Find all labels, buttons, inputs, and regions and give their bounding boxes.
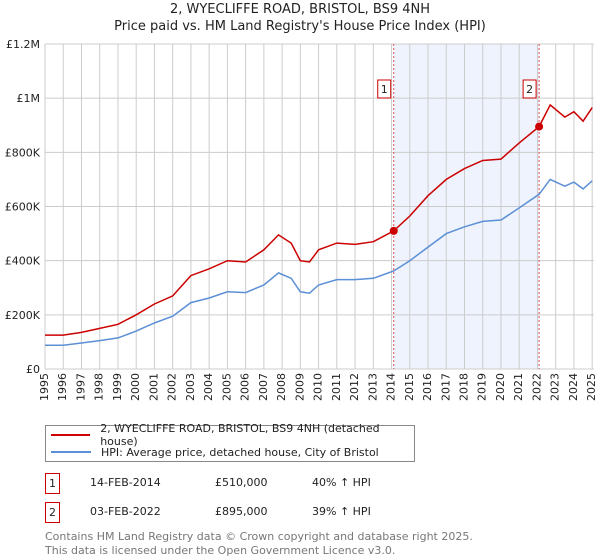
legend-label-property: 2, WYECLIFFE ROAD, BRISTOL, BS9 4NH (det… [100, 422, 380, 448]
x-tick-label: 2002 [166, 373, 179, 401]
x-tick-label: 1999 [111, 373, 124, 401]
x-tick-label: 2024 [567, 373, 580, 401]
x-tick-label: 1996 [56, 373, 69, 401]
sale-label: 1 [381, 83, 388, 96]
x-tick-label: 2011 [330, 373, 343, 401]
x-tick-label: 2021 [512, 373, 525, 401]
x-tick-label: 2013 [366, 373, 379, 401]
y-tick-label: £400K [5, 255, 41, 268]
sale-label-box [377, 79, 392, 99]
sale-hpi: 39% ↑ HPI [312, 505, 371, 518]
sale-row-2: 2 03-FEB-2022 £895,000 39% ↑ HPI [45, 502, 445, 524]
x-tick-label: 1995 [38, 373, 51, 401]
y-tick-label: £800K [5, 146, 41, 159]
legend-line-hpi [51, 451, 91, 453]
x-tick-label: 1997 [74, 373, 87, 401]
footer: Contains HM Land Registry data © Crown c… [45, 530, 473, 558]
x-tick-label: 2018 [458, 373, 471, 401]
x-tick-label: 2003 [184, 373, 197, 401]
legend-line-property [51, 434, 91, 436]
x-tick-label: 2017 [439, 373, 452, 401]
sale-price: £510,000 [215, 476, 268, 489]
x-tick-label: 2009 [293, 373, 306, 401]
sale-row-1: 1 14-FEB-2014 £510,000 40% ↑ HPI [45, 473, 445, 495]
y-tick-label: £1M [17, 92, 41, 105]
chart-plot: £0 £200K £400K £600K £800K £1M £1.2M 1995 1996 19… [5, 38, 598, 401]
x-tick-label: 2020 [494, 373, 507, 401]
x-tick-label: 2015 [403, 373, 416, 401]
x-tick-label: 2023 [549, 373, 562, 401]
sale-date: 03-FEB-2022 [90, 505, 161, 518]
x-tick-label: 2025 [585, 373, 598, 401]
footer-line-2: This data is licensed under the Open Gov… [45, 544, 396, 557]
y-tick-label: £0 [26, 363, 40, 376]
sale-label: 2 [526, 83, 533, 96]
legend: 2, WYECLIFFE ROAD, BRISTOL, BS9 4NH (det… [45, 422, 415, 462]
sale-badge: 1 [45, 473, 60, 494]
x-tick-label: 2022 [530, 373, 543, 401]
x-tick-label: 2007 [257, 373, 270, 401]
x-tick-label: 2014 [385, 373, 398, 401]
sale-price: £895,000 [215, 505, 268, 518]
sale-label-box [522, 79, 537, 99]
y-tick-label: £600K [5, 201, 41, 214]
x-tick-label: 2000 [129, 373, 142, 401]
footer-line-1: Contains HM Land Registry data © Crown c… [45, 530, 473, 543]
x-tick-label: 2008 [275, 373, 288, 401]
y-tick-label: £200K [5, 309, 41, 322]
x-tick-label: 2019 [476, 373, 489, 401]
y-tick-label: £1.2M [6, 38, 40, 51]
chart-title: 2, WYECLIFFE ROAD, BRISTOL, BS9 4NH [169, 2, 431, 17]
sale-point [535, 122, 544, 131]
x-tick-label: 1998 [93, 373, 106, 401]
x-tick-label: 2016 [421, 373, 434, 401]
sale-point [389, 226, 398, 235]
property-line [45, 103, 593, 336]
x-tick-label: 2012 [348, 373, 361, 401]
x-tick-label: 2005 [220, 373, 233, 401]
x-tick-label: 2006 [239, 373, 252, 401]
chart-subtitle: Price paid vs. HM Land Registry's House … [114, 19, 486, 34]
hpi-line [45, 178, 593, 346]
x-tick-label: 2001 [147, 373, 160, 401]
x-tick-label: 2010 [312, 373, 325, 401]
sale-hpi: 40% ↑ HPI [312, 476, 371, 489]
x-tick-label: 2004 [202, 373, 215, 401]
sale-badge: 2 [45, 502, 60, 523]
sale-date: 14-FEB-2014 [90, 476, 161, 489]
legend-label-hpi: HPI: Average price, detached house, City… [101, 445, 379, 459]
